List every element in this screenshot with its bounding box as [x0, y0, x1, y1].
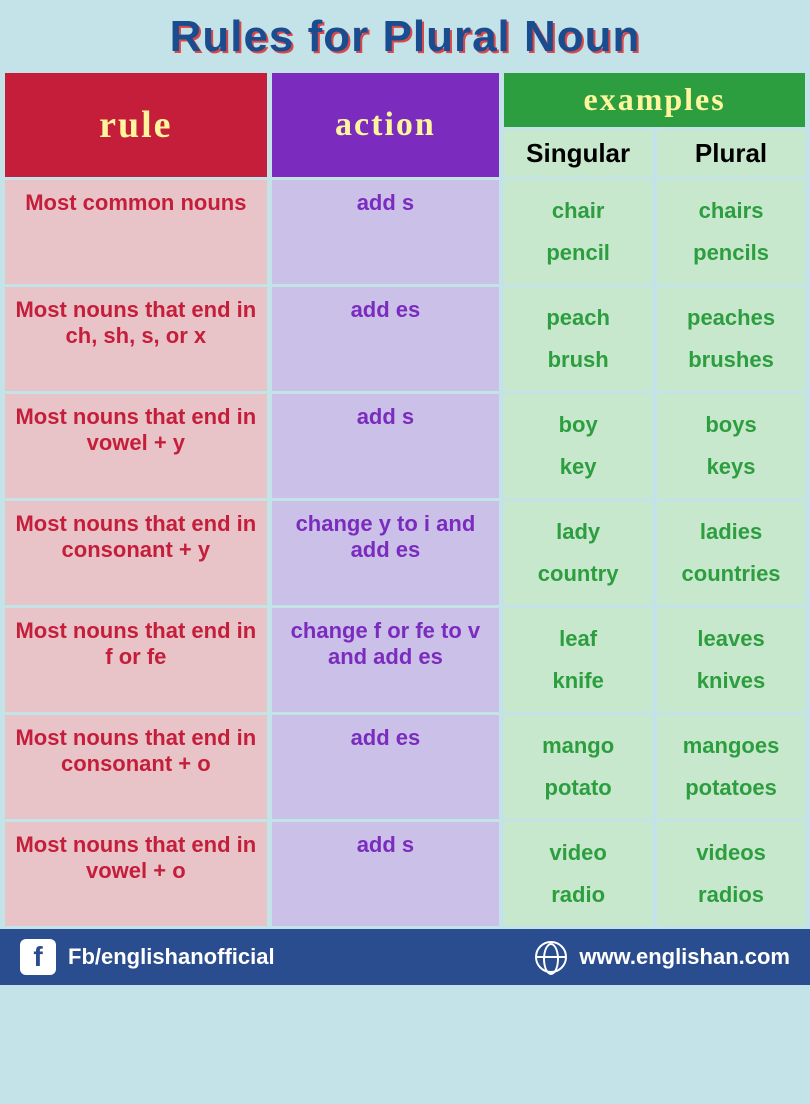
action-cell: add s	[272, 822, 500, 926]
page-title: Rules for Plural Noun	[0, 12, 810, 62]
singular-cell: leafknife	[504, 608, 652, 712]
rules-table: rule action examples Singular Plural Mos…	[0, 70, 810, 929]
page-footer: f Fb/englishanofficial www.englishan.com	[0, 929, 810, 985]
table-row: Most nouns that end in vowel + yadd sboy…	[5, 394, 805, 498]
plural-word: boys	[659, 404, 803, 446]
table-row: Most nouns that end in f or fechange f o…	[5, 608, 805, 712]
singular-cell: chairpencil	[504, 180, 652, 284]
action-cell: change f or fe to v and add es	[272, 608, 500, 712]
plural-cell: ladiescountries	[657, 501, 805, 605]
column-header-rule: rule	[5, 73, 267, 177]
action-cell: change y to i and add es	[272, 501, 500, 605]
singular-word: knife	[506, 660, 650, 702]
column-header-singular: Singular	[504, 130, 652, 177]
column-header-examples: examples	[504, 73, 805, 127]
singular-word: boy	[506, 404, 650, 446]
table-row: Most nouns that end in consonant + ychan…	[5, 501, 805, 605]
singular-word: peach	[506, 297, 650, 339]
facebook-handle: Fb/englishanofficial	[68, 944, 275, 970]
plural-word: keys	[659, 446, 803, 488]
plural-word: radios	[659, 874, 803, 916]
table-row: Most common nounsadd schairpencilchairsp…	[5, 180, 805, 284]
singular-word: lady	[506, 511, 650, 553]
plural-cell: boyskeys	[657, 394, 805, 498]
rule-cell: Most nouns that end in consonant + y	[5, 501, 267, 605]
plural-word: ladies	[659, 511, 803, 553]
action-cell: add s	[272, 394, 500, 498]
website-url: www.englishan.com	[579, 944, 790, 970]
column-header-action: action	[272, 73, 500, 177]
table-row: Most nouns that end in ch, sh, s, or xad…	[5, 287, 805, 391]
footer-facebook: f Fb/englishanofficial	[20, 939, 275, 975]
plural-cell: peachesbrushes	[657, 287, 805, 391]
column-header-plural: Plural	[657, 130, 805, 177]
singular-word: country	[506, 553, 650, 595]
rule-cell: Most nouns that end in ch, sh, s, or x	[5, 287, 267, 391]
plural-word: brushes	[659, 339, 803, 381]
plural-word: videos	[659, 832, 803, 874]
singular-word: video	[506, 832, 650, 874]
singular-word: leaf	[506, 618, 650, 660]
globe-icon	[535, 941, 567, 973]
action-cell: add s	[272, 180, 500, 284]
singular-cell: peachbrush	[504, 287, 652, 391]
singular-word: potato	[506, 767, 650, 809]
singular-word: key	[506, 446, 650, 488]
plural-word: peaches	[659, 297, 803, 339]
facebook-icon: f	[20, 939, 56, 975]
singular-cell: boykey	[504, 394, 652, 498]
page-header: Rules for Plural Noun	[0, 0, 810, 70]
plural-word: leaves	[659, 618, 803, 660]
plural-word: countries	[659, 553, 803, 595]
rule-cell: Most nouns that end in f or fe	[5, 608, 267, 712]
singular-cell: videoradio	[504, 822, 652, 926]
singular-cell: mangopotato	[504, 715, 652, 819]
footer-website: www.englishan.com	[535, 941, 790, 973]
plural-cell: videosradios	[657, 822, 805, 926]
plural-word: potatoes	[659, 767, 803, 809]
plural-word: chairs	[659, 190, 803, 232]
singular-word: brush	[506, 339, 650, 381]
singular-cell: ladycountry	[504, 501, 652, 605]
plural-cell: mangoespotatoes	[657, 715, 805, 819]
singular-word: chair	[506, 190, 650, 232]
rule-cell: Most common nouns	[5, 180, 267, 284]
rule-cell: Most nouns that end in consonant + o	[5, 715, 267, 819]
plural-word: pencils	[659, 232, 803, 274]
singular-word: pencil	[506, 232, 650, 274]
singular-word: mango	[506, 725, 650, 767]
singular-word: radio	[506, 874, 650, 916]
table-row: Most nouns that end in vowel + oadd svid…	[5, 822, 805, 926]
plural-word: mangoes	[659, 725, 803, 767]
plural-word: knives	[659, 660, 803, 702]
plural-cell: leavesknives	[657, 608, 805, 712]
rule-cell: Most nouns that end in vowel + y	[5, 394, 267, 498]
action-cell: add es	[272, 715, 500, 819]
table-row: Most nouns that end in consonant + oadd …	[5, 715, 805, 819]
plural-cell: chairspencils	[657, 180, 805, 284]
rule-cell: Most nouns that end in vowel + o	[5, 822, 267, 926]
action-cell: add es	[272, 287, 500, 391]
